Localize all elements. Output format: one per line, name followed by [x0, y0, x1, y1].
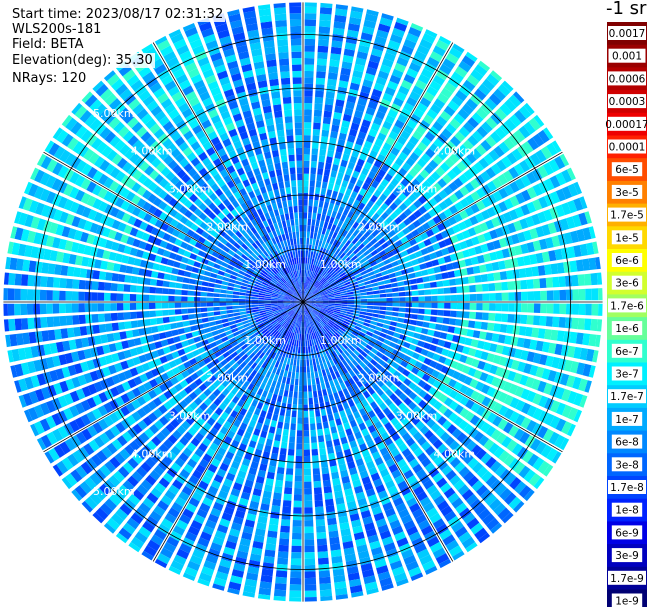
- ppi-figure: 1.00km 1.00km 1.00km 1.00km 2.00km 2.00km 2.00…: [0, 0, 647, 607]
